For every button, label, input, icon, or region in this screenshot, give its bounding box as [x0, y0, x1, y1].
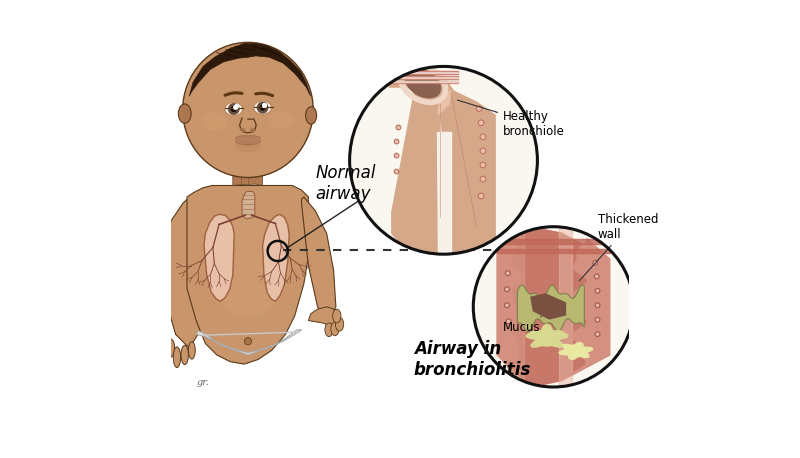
Polygon shape — [204, 214, 234, 301]
Ellipse shape — [206, 215, 289, 316]
Polygon shape — [498, 227, 610, 387]
Ellipse shape — [254, 102, 271, 114]
Circle shape — [506, 319, 511, 324]
Circle shape — [595, 332, 600, 337]
Polygon shape — [498, 249, 610, 253]
Circle shape — [595, 317, 600, 322]
Circle shape — [505, 287, 510, 292]
Circle shape — [505, 303, 510, 308]
Ellipse shape — [270, 111, 292, 129]
Polygon shape — [518, 285, 584, 332]
Ellipse shape — [189, 342, 195, 359]
Ellipse shape — [333, 309, 341, 323]
Ellipse shape — [234, 141, 262, 153]
Circle shape — [480, 134, 486, 140]
Circle shape — [476, 106, 482, 111]
Polygon shape — [511, 227, 524, 387]
Polygon shape — [190, 44, 310, 96]
Polygon shape — [498, 239, 610, 244]
Polygon shape — [387, 77, 458, 78]
Polygon shape — [196, 330, 302, 355]
Polygon shape — [387, 81, 458, 83]
Circle shape — [257, 102, 269, 114]
Circle shape — [480, 148, 486, 154]
Polygon shape — [498, 227, 522, 379]
Circle shape — [478, 193, 484, 199]
Ellipse shape — [182, 43, 314, 178]
Text: Thickened
wall: Thickened wall — [579, 213, 658, 281]
Circle shape — [396, 125, 401, 130]
Polygon shape — [387, 76, 458, 78]
Ellipse shape — [325, 323, 333, 337]
Circle shape — [474, 227, 634, 387]
Polygon shape — [250, 128, 255, 132]
Polygon shape — [526, 324, 568, 347]
Polygon shape — [164, 199, 203, 348]
Ellipse shape — [224, 102, 243, 116]
Polygon shape — [440, 90, 495, 256]
Ellipse shape — [202, 112, 227, 131]
Polygon shape — [559, 227, 572, 387]
Polygon shape — [531, 294, 566, 319]
Polygon shape — [398, 66, 436, 95]
Polygon shape — [437, 132, 451, 256]
Circle shape — [480, 162, 486, 168]
Polygon shape — [242, 191, 255, 219]
Circle shape — [478, 120, 484, 125]
Polygon shape — [559, 343, 593, 360]
Polygon shape — [233, 169, 262, 185]
Polygon shape — [187, 185, 308, 364]
Polygon shape — [571, 239, 610, 375]
Circle shape — [506, 271, 510, 276]
Circle shape — [230, 106, 237, 112]
Circle shape — [595, 289, 600, 293]
Ellipse shape — [182, 107, 190, 120]
Circle shape — [394, 139, 399, 144]
Polygon shape — [308, 307, 338, 325]
Polygon shape — [241, 128, 245, 132]
Polygon shape — [262, 214, 289, 301]
Circle shape — [593, 260, 598, 265]
Circle shape — [350, 66, 538, 254]
Text: Mucus: Mucus — [503, 316, 542, 334]
Ellipse shape — [335, 317, 344, 331]
Circle shape — [394, 153, 399, 158]
Circle shape — [259, 104, 266, 111]
Text: Airway in
bronchiolitis: Airway in bronchiolitis — [414, 340, 531, 379]
Ellipse shape — [253, 101, 272, 114]
Ellipse shape — [181, 345, 189, 365]
Ellipse shape — [331, 322, 339, 336]
Polygon shape — [387, 71, 458, 74]
Circle shape — [394, 169, 399, 174]
Polygon shape — [389, 65, 453, 115]
Polygon shape — [302, 197, 336, 321]
Circle shape — [595, 303, 600, 308]
Circle shape — [244, 338, 252, 345]
Circle shape — [594, 274, 599, 279]
Polygon shape — [438, 90, 451, 115]
Circle shape — [480, 176, 486, 182]
Ellipse shape — [174, 347, 181, 367]
Ellipse shape — [178, 104, 191, 123]
Ellipse shape — [226, 103, 242, 115]
Text: Normal
airway: Normal airway — [315, 164, 376, 202]
Ellipse shape — [306, 107, 317, 124]
Text: Healthy
bronchiole: Healthy bronchiole — [458, 100, 565, 138]
Ellipse shape — [405, 68, 441, 98]
Polygon shape — [392, 87, 440, 256]
Polygon shape — [236, 136, 260, 143]
Polygon shape — [387, 72, 458, 73]
Circle shape — [228, 103, 240, 115]
Text: gr.: gr. — [196, 378, 209, 387]
Ellipse shape — [166, 339, 174, 357]
